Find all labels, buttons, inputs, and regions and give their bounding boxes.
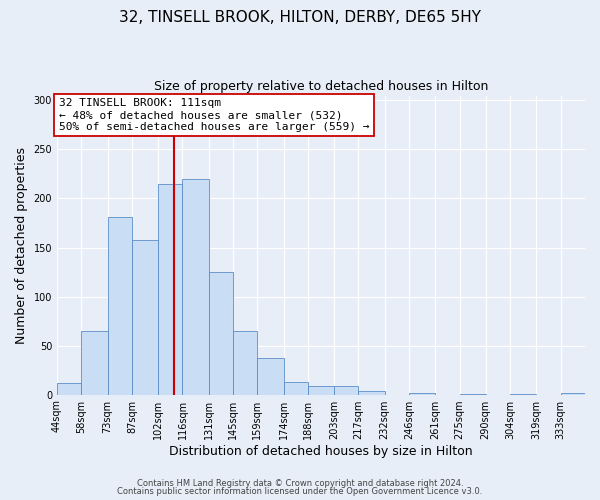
Bar: [107, 217, 132, 394]
Bar: [308, 386, 334, 394]
Bar: [257, 358, 284, 394]
Bar: [334, 386, 358, 394]
Title: Size of property relative to detached houses in Hilton: Size of property relative to detached ho…: [154, 80, 488, 93]
Bar: [284, 382, 308, 394]
Bar: [209, 272, 233, 394]
Bar: [132, 240, 158, 394]
Text: 32, TINSELL BROOK, HILTON, DERBY, DE65 5HY: 32, TINSELL BROOK, HILTON, DERBY, DE65 5…: [119, 10, 481, 25]
Bar: [409, 392, 435, 394]
Text: Contains HM Land Registry data © Crown copyright and database right 2024.: Contains HM Land Registry data © Crown c…: [137, 478, 463, 488]
Bar: [560, 392, 585, 394]
Bar: [182, 179, 209, 394]
Text: Contains public sector information licensed under the Open Government Licence v3: Contains public sector information licen…: [118, 487, 482, 496]
X-axis label: Distribution of detached houses by size in Hilton: Distribution of detached houses by size …: [169, 444, 473, 458]
Bar: [82, 331, 107, 394]
Bar: [358, 390, 385, 394]
Text: 32 TINSELL BROOK: 111sqm
← 48% of detached houses are smaller (532)
50% of semi-: 32 TINSELL BROOK: 111sqm ← 48% of detach…: [59, 98, 369, 132]
Bar: [233, 331, 257, 394]
Bar: [57, 383, 82, 394]
Y-axis label: Number of detached properties: Number of detached properties: [15, 146, 28, 344]
Bar: [158, 184, 182, 394]
